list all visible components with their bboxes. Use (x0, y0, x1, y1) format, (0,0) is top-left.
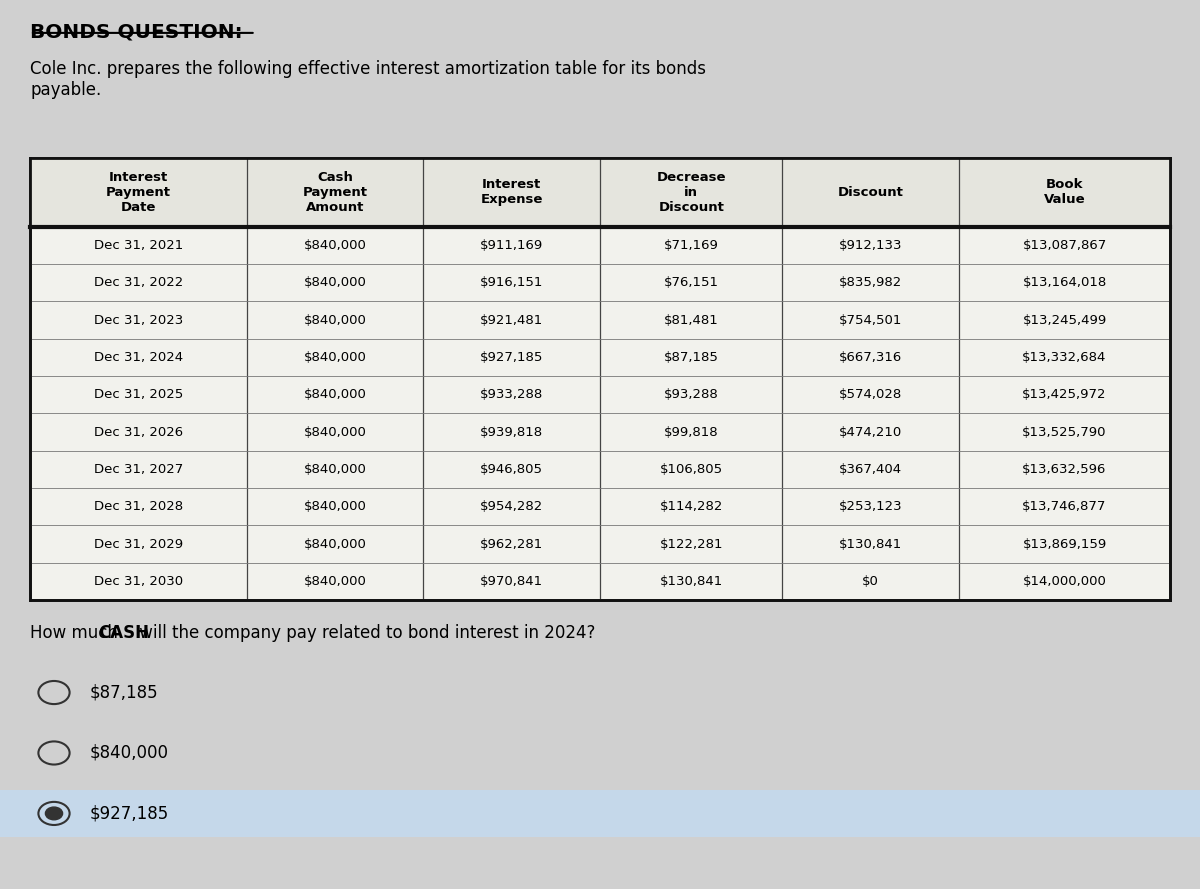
Text: $14,000,000: $14,000,000 (1022, 575, 1106, 588)
Text: $962,281: $962,281 (480, 538, 544, 550)
FancyBboxPatch shape (30, 158, 1170, 227)
Text: $954,282: $954,282 (480, 501, 544, 513)
Text: $13,525,790: $13,525,790 (1022, 426, 1106, 438)
Text: Cole Inc. prepares the following effective interest amortization table for its b: Cole Inc. prepares the following effecti… (30, 60, 706, 100)
Text: Interest
Expense: Interest Expense (480, 179, 542, 206)
Text: $921,481: $921,481 (480, 314, 544, 326)
Text: Dec 31, 2027: Dec 31, 2027 (94, 463, 182, 476)
Text: $13,087,867: $13,087,867 (1022, 239, 1106, 252)
Text: $93,288: $93,288 (664, 388, 719, 401)
Text: $367,404: $367,404 (839, 463, 902, 476)
Text: Dec 31, 2024: Dec 31, 2024 (94, 351, 182, 364)
Text: $13,746,877: $13,746,877 (1022, 501, 1106, 513)
Text: $911,169: $911,169 (480, 239, 544, 252)
Text: $970,841: $970,841 (480, 575, 544, 588)
Text: $13,245,499: $13,245,499 (1022, 314, 1106, 326)
Text: $13,332,684: $13,332,684 (1022, 351, 1106, 364)
Text: Dec 31, 2023: Dec 31, 2023 (94, 314, 182, 326)
Text: Dec 31, 2028: Dec 31, 2028 (94, 501, 182, 513)
Text: Dec 31, 2030: Dec 31, 2030 (94, 575, 182, 588)
Text: will the company pay related to bond interest in 2024?: will the company pay related to bond int… (134, 624, 595, 642)
Text: $130,841: $130,841 (839, 538, 902, 550)
Text: Cash
Payment
Amount: Cash Payment Amount (302, 171, 367, 214)
Text: $840,000: $840,000 (304, 388, 366, 401)
Text: $840,000: $840,000 (304, 351, 366, 364)
Text: Decrease
in
Discount: Decrease in Discount (656, 171, 726, 214)
Text: $840,000: $840,000 (304, 538, 366, 550)
Text: $840,000: $840,000 (304, 463, 366, 476)
Text: $13,869,159: $13,869,159 (1022, 538, 1106, 550)
Text: $71,169: $71,169 (664, 239, 719, 252)
Text: $840,000: $840,000 (304, 314, 366, 326)
Text: $474,210: $474,210 (839, 426, 902, 438)
Text: $927,185: $927,185 (90, 805, 169, 822)
Text: Dec 31, 2021: Dec 31, 2021 (94, 239, 182, 252)
Text: Book
Value: Book Value (1044, 179, 1085, 206)
Text: How much: How much (30, 624, 124, 642)
Text: $87,185: $87,185 (90, 684, 158, 701)
Text: $840,000: $840,000 (304, 239, 366, 252)
Text: $912,133: $912,133 (839, 239, 902, 252)
Text: CASH: CASH (98, 624, 149, 642)
Text: $840,000: $840,000 (304, 276, 366, 289)
Text: $840,000: $840,000 (304, 575, 366, 588)
Text: $76,151: $76,151 (664, 276, 719, 289)
Text: $754,501: $754,501 (839, 314, 902, 326)
Text: Dec 31, 2025: Dec 31, 2025 (94, 388, 182, 401)
Text: $253,123: $253,123 (839, 501, 902, 513)
Text: $13,425,972: $13,425,972 (1022, 388, 1106, 401)
Text: Discount: Discount (838, 186, 904, 199)
Text: $916,151: $916,151 (480, 276, 544, 289)
Text: $574,028: $574,028 (839, 388, 902, 401)
Text: $122,281: $122,281 (660, 538, 722, 550)
Text: Dec 31, 2026: Dec 31, 2026 (94, 426, 182, 438)
Text: $840,000: $840,000 (304, 426, 366, 438)
Text: $946,805: $946,805 (480, 463, 544, 476)
Text: $87,185: $87,185 (664, 351, 719, 364)
Text: $13,164,018: $13,164,018 (1022, 276, 1106, 289)
Text: $939,818: $939,818 (480, 426, 544, 438)
Text: $0: $0 (863, 575, 880, 588)
Text: $114,282: $114,282 (660, 501, 722, 513)
Text: $927,185: $927,185 (480, 351, 544, 364)
FancyBboxPatch shape (30, 158, 1170, 600)
Text: Dec 31, 2022: Dec 31, 2022 (94, 276, 182, 289)
Text: $106,805: $106,805 (660, 463, 722, 476)
Text: $130,841: $130,841 (660, 575, 722, 588)
Text: Dec 31, 2029: Dec 31, 2029 (94, 538, 182, 550)
FancyBboxPatch shape (0, 790, 1200, 837)
Text: BONDS QUESTION:: BONDS QUESTION: (30, 22, 242, 41)
Text: $667,316: $667,316 (839, 351, 902, 364)
Circle shape (46, 807, 62, 820)
Text: $13,632,596: $13,632,596 (1022, 463, 1106, 476)
Text: $840,000: $840,000 (90, 744, 169, 762)
Text: $835,982: $835,982 (839, 276, 902, 289)
Text: $99,818: $99,818 (664, 426, 719, 438)
Text: $81,481: $81,481 (664, 314, 719, 326)
Text: $933,288: $933,288 (480, 388, 544, 401)
Text: $840,000: $840,000 (304, 501, 366, 513)
Text: Interest
Payment
Date: Interest Payment Date (106, 171, 170, 214)
